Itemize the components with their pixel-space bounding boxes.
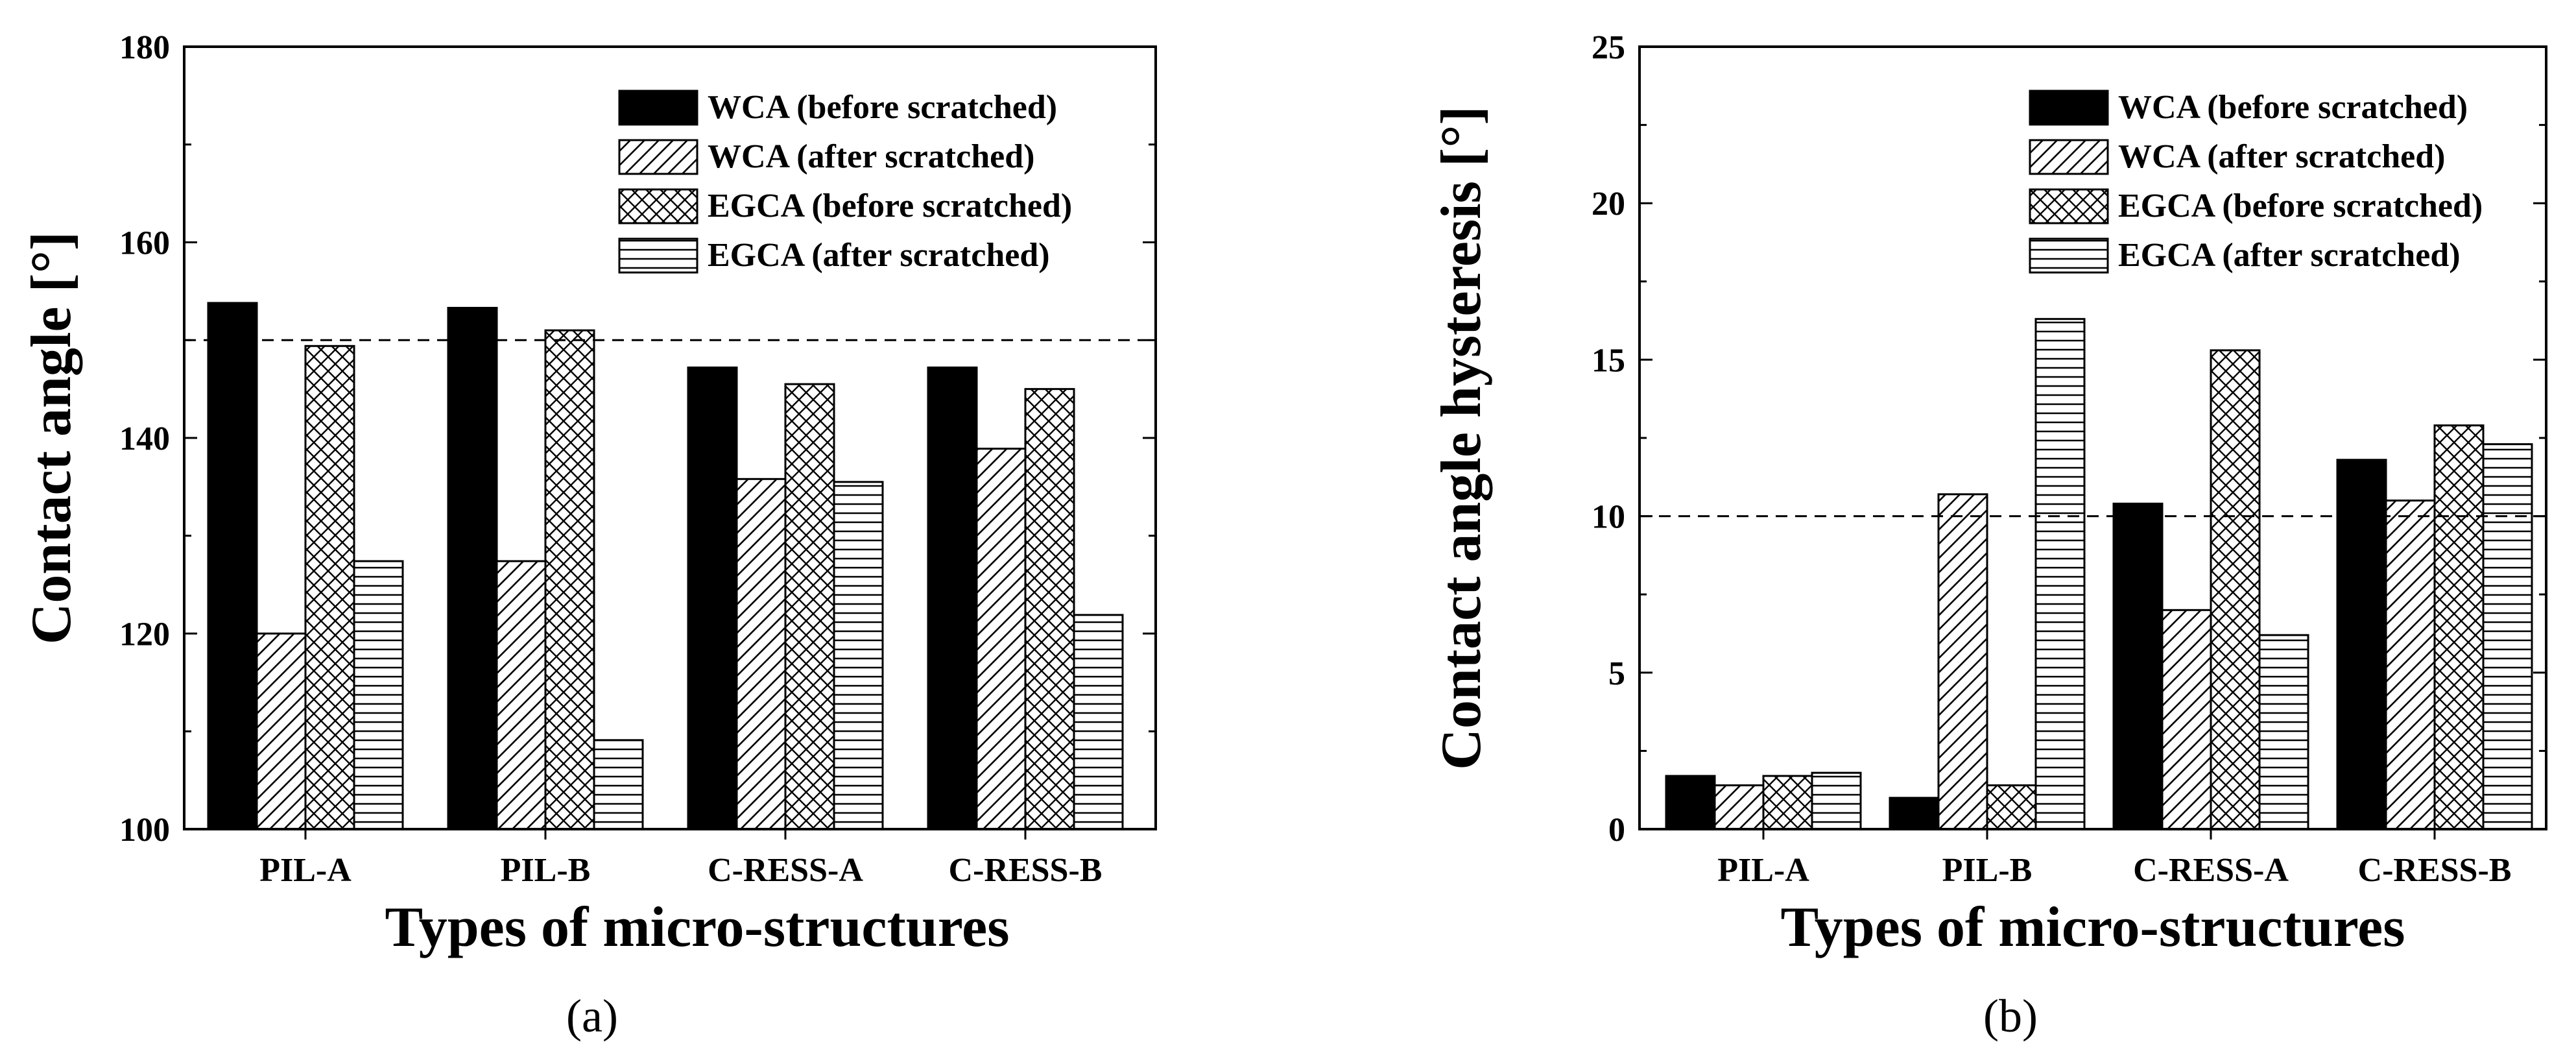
bar-b-3-3 — [2210, 349, 2261, 830]
y-tick-label-b-1: 0 — [1608, 812, 1625, 849]
legend-swatch-a-1 — [618, 90, 698, 126]
y-tick-label-b-6: 25 — [1592, 29, 1625, 66]
legend-label-a-4: EGCA (after scratched) — [708, 237, 1050, 274]
y-tick-label-a-3: 140 — [119, 420, 170, 457]
bar-a-1-4 — [353, 560, 404, 830]
x-tick-label-a-3: C-RESS-A — [708, 852, 863, 889]
legend-a: WCA (before scratched) WCA (after scratch… — [618, 89, 1072, 274]
legend-label-a-3: EGCA (before scratched) — [708, 187, 1072, 224]
x-tick-label-b-2: PIL-B — [1942, 852, 2033, 889]
bar-a-2-3 — [544, 329, 595, 830]
x-tick-label-a-1: PIL-A — [259, 852, 352, 889]
bar-b-4-4 — [2482, 443, 2533, 830]
bar-a-2-2 — [495, 560, 547, 830]
bars-b — [1665, 318, 2533, 830]
bar-b-2-2 — [1937, 493, 1988, 830]
x-tick-label-b-1: PIL-A — [1717, 852, 1809, 889]
x-tick-label-a-2: PIL-B — [501, 852, 591, 889]
x-axis-a: PIL-A PIL-B C-RESS-A C-RESS-B — [259, 829, 1102, 889]
legend-label-b-4: EGCA (after scratched) — [2118, 237, 2461, 274]
x-tick-label-a-4: C-RESS-B — [949, 852, 1103, 889]
legend-swatch-a-4 — [618, 237, 698, 274]
legend-label-a-1: WCA (before scratched) — [708, 89, 1057, 126]
bar-b-1-2 — [1713, 784, 1765, 830]
y-tick-label-b-5: 20 — [1592, 186, 1625, 223]
bar-b-4-3 — [2433, 424, 2485, 830]
legend-label-b-3: EGCA (before scratched) — [2118, 187, 2483, 224]
bar-a-3-2 — [735, 478, 787, 830]
bar-b-1-4 — [1811, 771, 1862, 830]
y-axis-a: 100 120 140 160 180 — [119, 29, 1156, 849]
legend-swatch-b-3 — [2029, 188, 2109, 224]
x-tick-label-b-3: C-RESS-A — [2133, 852, 2289, 889]
bar-a-3-4 — [833, 481, 884, 830]
bar-b-2-4 — [2034, 318, 2086, 830]
legend-swatch-a-3 — [618, 188, 698, 224]
y-tick-label-b-4: 15 — [1592, 342, 1625, 379]
chart-panel-b: 0 5 10 15 20 25 PIL-A PIL-B C-RESS-A C-RESS-B WC… — [1430, 29, 2547, 1042]
bar-b-2-1 — [1889, 797, 1940, 830]
bar-b-4-1 — [2336, 459, 2387, 830]
bar-a-1-2 — [256, 633, 307, 830]
y-tick-label-b-2: 5 — [1608, 655, 1625, 692]
legend-label-b-1: WCA (before scratched) — [2118, 89, 2468, 126]
bar-a-4-3 — [1024, 388, 1075, 830]
y-axis-label-a: Contact angle [°] — [20, 232, 83, 644]
legend-label-b-2: WCA (after scratched) — [2118, 138, 2445, 175]
x-tick-label-b-4: C-RESS-B — [2358, 852, 2512, 889]
bar-b-4-2 — [2385, 499, 2436, 830]
bar-a-3-1 — [687, 366, 738, 830]
legend-swatch-a-2 — [618, 139, 698, 175]
bar-a-1-3 — [304, 345, 355, 830]
bar-b-3-1 — [2112, 502, 2164, 830]
bar-a-1-1 — [207, 302, 258, 830]
bar-a-4-4 — [1073, 614, 1124, 830]
legend-swatch-b-2 — [2029, 139, 2109, 175]
chart-panel-a: 100 120 140 160 180 PIL-A PIL-B C-RESS-A C-RESS… — [20, 29, 1157, 1042]
panel-label-b: (b) — [1983, 990, 2038, 1042]
legend-swatch-b-4 — [2029, 237, 2109, 274]
legend-swatch-b-1 — [2029, 90, 2109, 126]
bars-a — [207, 302, 1124, 830]
bar-b-3-2 — [2161, 609, 2212, 830]
bar-a-3-3 — [784, 383, 835, 830]
y-tick-label-a-2: 120 — [119, 616, 170, 653]
bar-b-1-1 — [1665, 775, 1716, 830]
panel-label-a: (a) — [566, 990, 618, 1042]
bar-b-3-4 — [2258, 634, 2309, 830]
bar-a-2-1 — [447, 307, 498, 830]
y-tick-label-a-4: 160 — [119, 225, 170, 262]
x-axis-b: PIL-A PIL-B C-RESS-A C-RESS-B — [1717, 829, 2511, 889]
legend-label-a-2: WCA (after scratched) — [708, 138, 1034, 175]
y-tick-label-b-3: 10 — [1592, 499, 1625, 536]
bar-a-2-4 — [593, 739, 644, 830]
y-axis-label-b: Contact angle hysteresis [°] — [1430, 106, 1493, 769]
y-tick-label-a-1: 100 — [119, 812, 170, 849]
x-axis-label-b: Types of micro-structures — [1781, 896, 2405, 959]
y-tick-label-a-5: 180 — [119, 29, 170, 66]
bar-b-2-3 — [1986, 784, 2037, 830]
legend-b: WCA (before scratched) WCA (after scratch… — [2029, 89, 2483, 274]
bar-b-1-3 — [1762, 775, 1813, 830]
y-axis-b: 0 5 10 15 20 25 — [1592, 29, 2546, 849]
bar-a-4-2 — [975, 448, 1027, 830]
x-axis-label-a: Types of micro-structures — [385, 896, 1010, 959]
bar-a-4-1 — [927, 366, 978, 830]
